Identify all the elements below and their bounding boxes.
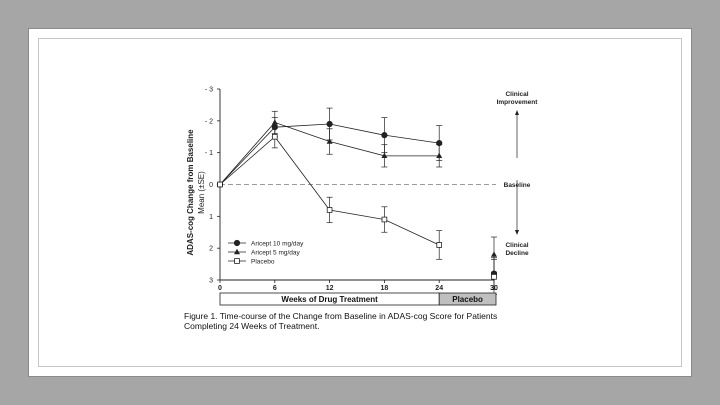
washout-data-point bbox=[491, 274, 497, 280]
improvement-label: Improvement bbox=[497, 99, 539, 106]
y-axis-subtitle: Mean (±SE) bbox=[197, 171, 206, 214]
x-tick-label: 0 bbox=[218, 285, 222, 292]
placebo-period-label: Placebo bbox=[452, 295, 483, 304]
legend-label: Aricept 5 mg/day bbox=[251, 249, 301, 256]
legend-label: Aricept 10 mg/day bbox=[251, 240, 304, 247]
data-point bbox=[381, 216, 388, 223]
data-point bbox=[381, 152, 388, 159]
legend-marker bbox=[234, 258, 240, 264]
decline-label: Decline bbox=[505, 250, 529, 257]
x-tick-label: 12 bbox=[326, 285, 334, 292]
x-tick-label: 6 bbox=[273, 285, 277, 292]
data-point bbox=[381, 132, 388, 139]
slide-panel bbox=[38, 38, 682, 367]
y-tick-label: 1 bbox=[209, 214, 213, 221]
decline-label: Clinical bbox=[505, 242, 528, 249]
y-tick-label: - 2 bbox=[205, 118, 213, 125]
y-tick-label: - 3 bbox=[205, 87, 213, 94]
data-point bbox=[271, 119, 278, 125]
y-tick-label: 3 bbox=[209, 278, 213, 285]
decline-arrowhead bbox=[515, 230, 519, 235]
series-1 bbox=[217, 110, 497, 273]
chart-series-layer bbox=[216, 107, 498, 295]
chart-legend: Aricept 10 mg/day Aricept 5 mg/day Placebo bbox=[228, 239, 304, 265]
figure-caption: Figure 1. Time-course of the Change from… bbox=[184, 311, 498, 331]
y-tick-label: 2 bbox=[209, 246, 213, 253]
legend-marker bbox=[233, 239, 241, 247]
data-point bbox=[271, 133, 278, 140]
data-point bbox=[326, 207, 333, 213]
improvement-arrowhead bbox=[515, 110, 519, 115]
data-point bbox=[436, 152, 443, 159]
x-tick-label: 18 bbox=[381, 285, 389, 292]
data-point bbox=[217, 181, 223, 188]
improvement-label: Clinical bbox=[505, 91, 528, 98]
legend-label: Placebo bbox=[251, 258, 275, 265]
y-tick-label: 0 bbox=[209, 182, 213, 189]
treatment-period-label: Weeks of Drug Treatment bbox=[281, 295, 378, 304]
legend-marker bbox=[234, 248, 240, 255]
placebo-period-box bbox=[438, 292, 497, 306]
y-axis-title: ADAS-cog Change from Baseline bbox=[186, 129, 195, 256]
y-tick-label: - 1 bbox=[205, 150, 213, 157]
chart-annotations: ClinicalImprovementBaselineClinicalDecli… bbox=[497, 91, 539, 257]
washout-data-point bbox=[491, 251, 497, 257]
series-2 bbox=[217, 125, 497, 295]
period-bar: Weeks of Drug Treatment Placebo bbox=[219, 292, 497, 306]
x-tick-label: 24 bbox=[435, 285, 443, 292]
data-point bbox=[436, 242, 442, 248]
data-point bbox=[326, 138, 333, 144]
data-point bbox=[326, 120, 333, 128]
